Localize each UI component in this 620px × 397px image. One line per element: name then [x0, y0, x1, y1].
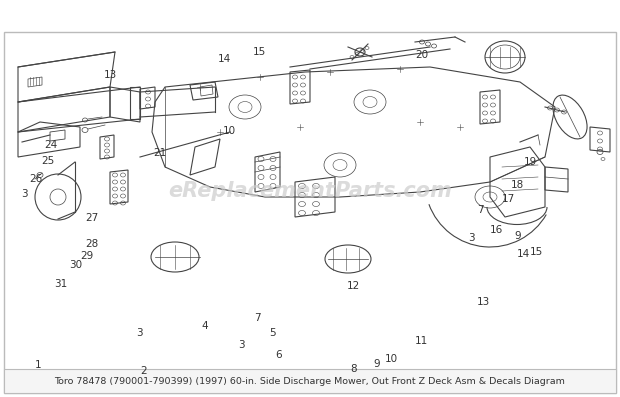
Text: 7: 7: [254, 312, 260, 323]
Text: 11: 11: [415, 336, 428, 347]
Text: 13: 13: [104, 69, 117, 80]
Text: 14: 14: [517, 249, 531, 259]
Text: 24: 24: [44, 140, 58, 150]
Text: 21: 21: [153, 148, 167, 158]
Text: 3: 3: [136, 328, 143, 339]
Text: Toro 78478 (790001-790399) (1997) 60-in. Side Discharge Mower, Out Front Z Deck : Toro 78478 (790001-790399) (1997) 60-in.…: [55, 376, 565, 385]
Text: 3: 3: [239, 340, 245, 351]
Text: 28: 28: [85, 239, 99, 249]
Text: 10: 10: [223, 126, 236, 136]
Text: 18: 18: [511, 179, 525, 190]
Text: 5: 5: [270, 328, 276, 339]
Text: 2: 2: [141, 366, 147, 376]
Text: 9: 9: [374, 359, 380, 369]
Text: 10: 10: [385, 354, 399, 364]
Text: eReplacementParts.com: eReplacementParts.com: [168, 181, 452, 200]
Text: 13: 13: [477, 297, 490, 307]
Text: 26: 26: [29, 173, 43, 184]
Bar: [4, 369, 616, 393]
Text: 19: 19: [523, 157, 537, 167]
Text: 7: 7: [477, 205, 484, 216]
Text: 12: 12: [347, 281, 360, 291]
Text: 20: 20: [415, 50, 428, 60]
Text: 17: 17: [502, 193, 515, 204]
Text: 1: 1: [35, 360, 42, 370]
Text: 27: 27: [85, 213, 99, 224]
Text: 3: 3: [468, 233, 474, 243]
Text: 6: 6: [276, 350, 282, 360]
Text: 3: 3: [22, 189, 28, 199]
Text: 30: 30: [69, 260, 82, 270]
Text: 31: 31: [54, 279, 68, 289]
Text: 9: 9: [515, 231, 521, 241]
Text: 29: 29: [80, 251, 94, 261]
Text: 16: 16: [489, 225, 503, 235]
Text: 4: 4: [202, 320, 208, 331]
Text: 14: 14: [218, 54, 231, 64]
Text: 15: 15: [252, 47, 266, 58]
Text: 25: 25: [42, 156, 55, 166]
Text: 15: 15: [529, 247, 543, 257]
Text: 8: 8: [350, 364, 356, 374]
